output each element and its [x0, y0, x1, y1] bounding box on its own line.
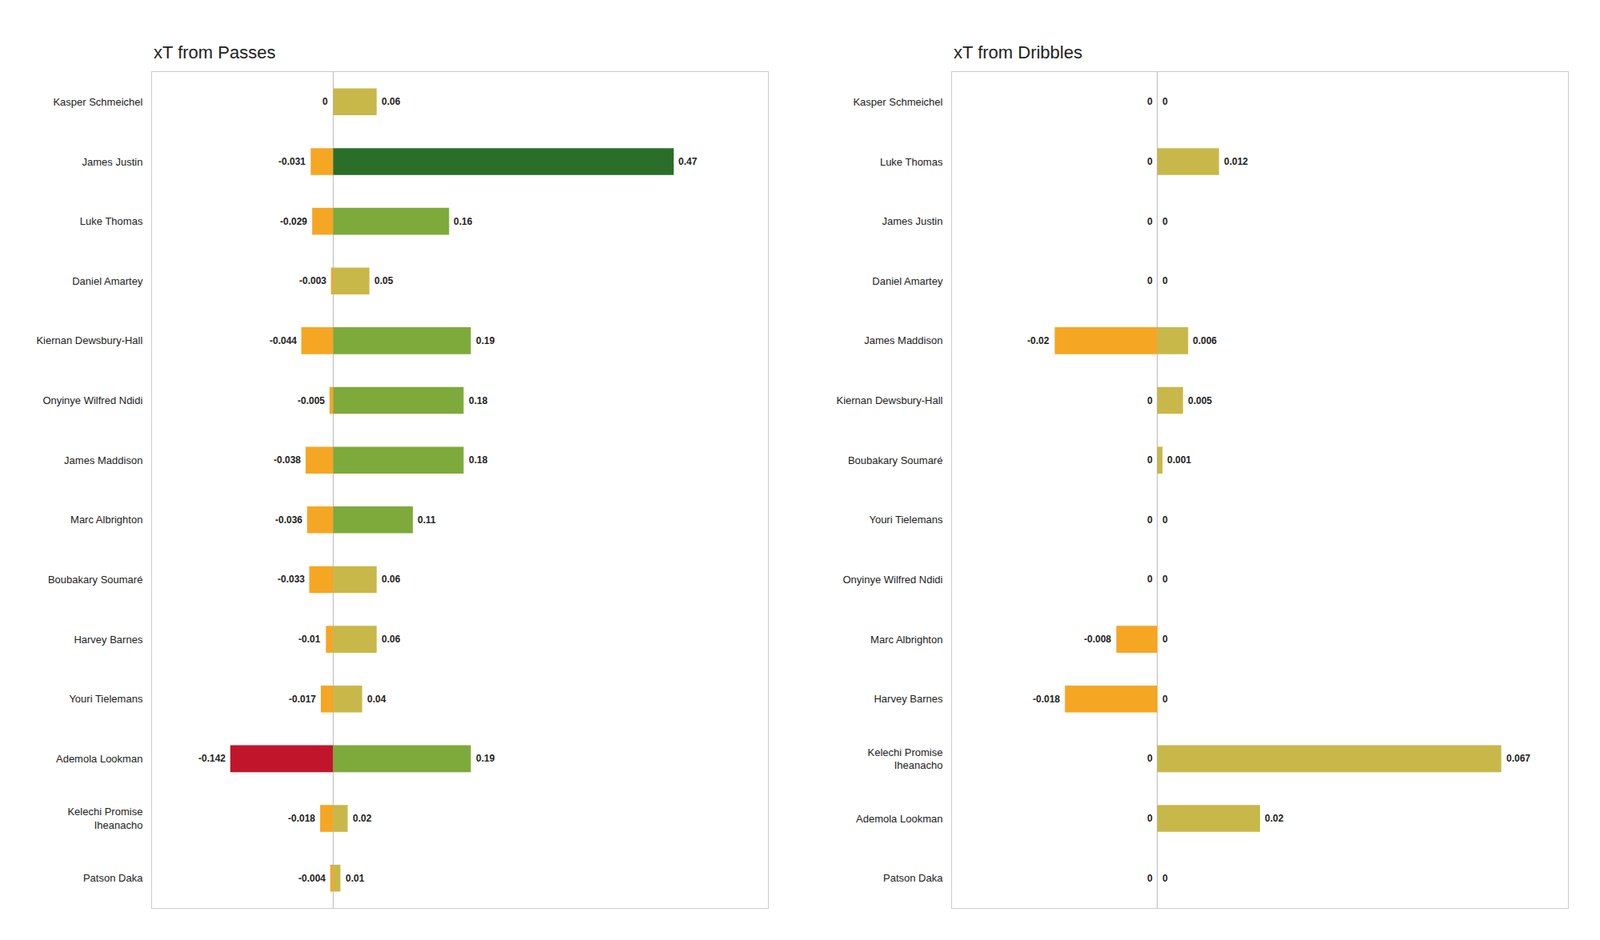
svg-text:Ademola Lookman: Ademola Lookman	[56, 752, 143, 765]
svg-text:-0.142: -0.142	[198, 752, 226, 764]
svg-text:-0.01: -0.01	[298, 633, 321, 645]
svg-text:0.47: 0.47	[678, 156, 698, 168]
svg-text:0.02: 0.02	[1264, 812, 1284, 824]
svg-text:Patson Daka: Patson Daka	[83, 872, 144, 884]
svg-text:0: 0	[1147, 573, 1153, 585]
svg-text:James Justin: James Justin	[882, 215, 944, 228]
svg-text:Kasper Schmeichel: Kasper Schmeichel	[852, 96, 943, 108]
svg-text:0: 0	[1162, 573, 1168, 585]
svg-text:0.16: 0.16	[453, 216, 473, 228]
svg-text:0: 0	[1162, 275, 1168, 287]
svg-text:-0.018: -0.018	[288, 812, 316, 824]
svg-text:Onyinye Wilfred Ndidi: Onyinye Wilfred Ndidi	[842, 573, 943, 586]
svg-text:Kelechi PromiseIheanacho: Kelechi PromiseIheanacho	[67, 805, 143, 832]
svg-text:Kiernan Dewsbury-Hall: Kiernan Dewsbury-Hall	[836, 394, 943, 407]
svg-text:-0.003: -0.003	[299, 275, 327, 287]
svg-text:0: 0	[1147, 454, 1153, 466]
svg-text:-0.031: -0.031	[278, 156, 306, 168]
svg-text:0.005: 0.005	[1188, 395, 1212, 407]
svg-text:0: 0	[322, 96, 328, 108]
svg-text:0.19: 0.19	[476, 752, 496, 764]
svg-text:Boubakary Soumaré: Boubakary Soumaré	[848, 454, 944, 467]
svg-text:Luke Thomas: Luke Thomas	[880, 156, 944, 168]
svg-text:0.006: 0.006	[1192, 335, 1217, 347]
svg-text:Luke Thomas: Luke Thomas	[80, 215, 144, 228]
svg-text:-0.008: -0.008	[1084, 633, 1112, 645]
svg-text:0.06: 0.06	[381, 633, 401, 645]
svg-text:0: 0	[1147, 812, 1153, 824]
svg-text:0: 0	[1147, 395, 1153, 407]
svg-text:0: 0	[1147, 216, 1153, 228]
svg-text:0.012: 0.012	[1224, 156, 1248, 168]
svg-text:0: 0	[1147, 514, 1153, 526]
svg-text:0: 0	[1147, 156, 1153, 168]
svg-text:-0.044: -0.044	[269, 335, 297, 347]
svg-text:Harvey Barnes: Harvey Barnes	[873, 692, 943, 705]
svg-text:0: 0	[1147, 752, 1153, 764]
svg-text:-0.018: -0.018	[1032, 693, 1060, 705]
svg-text:0.18: 0.18	[468, 454, 488, 466]
svg-text:0.18: 0.18	[468, 395, 488, 407]
svg-text:Daniel Amartey: Daniel Amartey	[872, 275, 944, 288]
svg-text:0: 0	[1147, 872, 1153, 884]
svg-text:-0.004: -0.004	[298, 872, 326, 884]
svg-text:-0.029: -0.029	[280, 216, 308, 228]
svg-text:James Justin: James Justin	[82, 156, 144, 168]
svg-text:0: 0	[1162, 633, 1168, 645]
svg-text:-0.036: -0.036	[275, 514, 303, 526]
svg-text:-0.02: -0.02	[1027, 335, 1050, 347]
svg-text:Kiernan Dewsbury-Hall: Kiernan Dewsbury-Hall	[36, 334, 143, 347]
svg-text:Boubakary Soumaré: Boubakary Soumaré	[48, 573, 144, 586]
svg-text:0.06: 0.06	[381, 96, 401, 108]
svg-text:0.04: 0.04	[367, 693, 387, 705]
svg-text:0.05: 0.05	[374, 275, 394, 287]
svg-text:0: 0	[1162, 872, 1168, 884]
svg-text:Marc Albrighton: Marc Albrighton	[870, 633, 943, 646]
svg-text:0.06: 0.06	[381, 573, 401, 585]
svg-text:0.11: 0.11	[417, 514, 436, 526]
svg-text:0: 0	[1162, 96, 1168, 108]
svg-text:0: 0	[1162, 693, 1168, 705]
svg-text:xT from Dribbles: xT from Dribbles	[953, 42, 1083, 63]
svg-text:Kelechi PromiseIheanacho: Kelechi PromiseIheanacho	[868, 745, 944, 772]
svg-text:Daniel Amartey: Daniel Amartey	[72, 275, 144, 288]
svg-text:Patson Daka: Patson Daka	[883, 872, 944, 884]
svg-text:0.001: 0.001	[1167, 454, 1192, 466]
svg-text:Kasper Schmeichel: Kasper Schmeichel	[52, 96, 143, 108]
svg-text:James Maddison: James Maddison	[864, 334, 943, 347]
svg-text:0: 0	[1147, 275, 1153, 287]
svg-text:xT from Passes: xT from Passes	[153, 42, 276, 63]
svg-text:Marc Albrighton: Marc Albrighton	[70, 513, 143, 526]
svg-text:-0.005: -0.005	[297, 395, 325, 407]
svg-text:Harvey Barnes: Harvey Barnes	[73, 633, 143, 646]
svg-text:Ademola Lookman: Ademola Lookman	[856, 812, 943, 825]
svg-text:0.02: 0.02	[352, 812, 372, 824]
svg-text:-0.017: -0.017	[288, 693, 316, 705]
svg-text:-0.038: -0.038	[273, 454, 301, 466]
svg-text:0: 0	[1162, 514, 1168, 526]
svg-text:0.067: 0.067	[1506, 752, 1531, 764]
svg-text:-0.033: -0.033	[277, 573, 305, 585]
svg-text:0: 0	[1147, 96, 1153, 108]
svg-text:Youri Tielemans: Youri Tielemans	[68, 692, 144, 705]
svg-text:0.01: 0.01	[345, 872, 365, 884]
svg-text:Onyinye Wilfred Ndidi: Onyinye Wilfred Ndidi	[42, 394, 143, 407]
svg-text:0.19: 0.19	[476, 335, 496, 347]
svg-text:Youri Tielemans: Youri Tielemans	[868, 513, 944, 526]
svg-text:James Maddison: James Maddison	[64, 454, 143, 467]
svg-text:0: 0	[1162, 216, 1168, 228]
